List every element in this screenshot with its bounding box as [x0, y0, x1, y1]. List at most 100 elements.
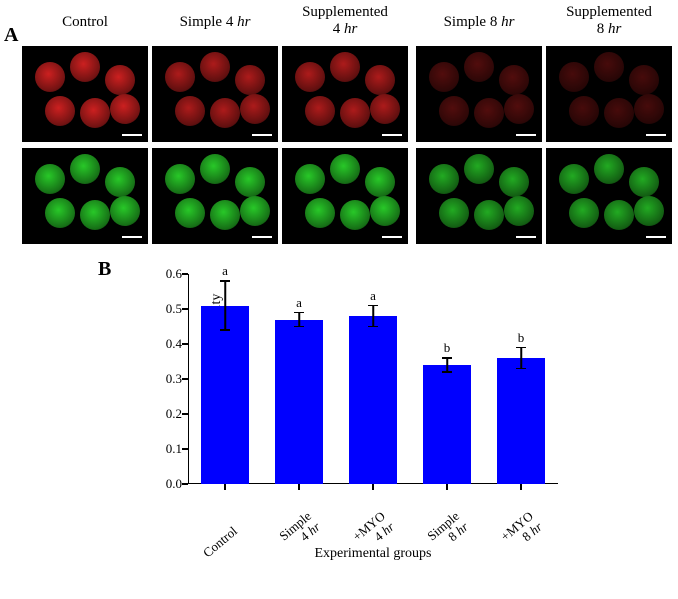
scale-bar — [122, 134, 142, 136]
scale-bar — [516, 236, 536, 238]
oocyte — [210, 98, 240, 128]
error-bar — [298, 313, 300, 327]
scale-bar — [252, 236, 272, 238]
oocyte — [499, 167, 529, 197]
y-tick-label: 0.5 — [154, 301, 182, 317]
scale-bar — [122, 236, 142, 238]
bar-chart: JC1 fluorescent pixel intensity (red/gre… — [188, 274, 558, 484]
y-tick-label: 0.3 — [154, 371, 182, 387]
y-tick — [182, 343, 188, 345]
x-tick — [298, 484, 300, 490]
y-tick-label: 0.4 — [154, 336, 182, 352]
oocyte — [429, 164, 459, 194]
microscopy-image — [282, 46, 408, 142]
oocyte — [35, 164, 65, 194]
oocyte — [305, 198, 335, 228]
oocyte — [165, 164, 195, 194]
oocyte — [80, 200, 110, 230]
x-tick — [372, 484, 374, 490]
oocyte — [629, 167, 659, 197]
oocyte — [365, 167, 395, 197]
oocyte — [235, 167, 265, 197]
figure-root: A ControlSimple 4 hrSupplemented4 hrSimp… — [0, 0, 678, 599]
error-bar — [224, 281, 226, 330]
x-tick-label: Simple4 hr — [244, 509, 324, 582]
microscopy-image — [22, 46, 148, 142]
panel-b-label: B — [98, 258, 111, 281]
oocyte — [45, 198, 75, 228]
significance-letter: a — [201, 263, 249, 279]
significance-letter: b — [497, 330, 545, 346]
error-cap — [368, 326, 378, 328]
oocyte — [305, 96, 335, 126]
oocyte — [200, 52, 230, 82]
bar — [201, 306, 249, 485]
oocyte — [559, 164, 589, 194]
oocyte — [235, 65, 265, 95]
oocyte — [629, 65, 659, 95]
error-bar — [520, 348, 522, 369]
scale-bar — [382, 134, 402, 136]
error-cap — [368, 305, 378, 307]
x-tick-label: Control — [170, 524, 240, 586]
oocyte — [594, 154, 624, 184]
x-tick — [520, 484, 522, 490]
y-tick — [182, 413, 188, 415]
oocyte — [464, 154, 494, 184]
oocyte — [439, 96, 469, 126]
column-header: Supplemented8 hr — [546, 4, 672, 37]
y-tick-label: 0.6 — [154, 266, 182, 282]
bar — [497, 358, 545, 484]
error-cap — [294, 326, 304, 328]
x-tick-label: +MYO8 hr — [466, 509, 546, 582]
oocyte — [474, 200, 504, 230]
oocyte — [504, 94, 534, 124]
oocyte — [474, 98, 504, 128]
scale-bar — [516, 134, 536, 136]
oocyte — [569, 198, 599, 228]
oocyte — [175, 96, 205, 126]
oocyte — [569, 96, 599, 126]
oocyte — [295, 164, 325, 194]
oocyte — [70, 52, 100, 82]
oocyte — [45, 96, 75, 126]
oocyte — [240, 94, 270, 124]
microscopy-image — [152, 46, 278, 142]
oocyte — [594, 52, 624, 82]
oocyte — [499, 65, 529, 95]
oocyte — [70, 154, 100, 184]
y-tick — [182, 308, 188, 310]
oocyte — [464, 52, 494, 82]
oocyte — [634, 94, 664, 124]
oocyte — [604, 200, 634, 230]
oocyte — [370, 94, 400, 124]
microscopy-image — [546, 46, 672, 142]
y-tick-label: 0.2 — [154, 406, 182, 422]
microscopy-image — [152, 148, 278, 244]
error-cap — [442, 357, 452, 359]
oocyte — [210, 200, 240, 230]
y-tick-label: 0.1 — [154, 441, 182, 457]
y-axis — [188, 274, 189, 484]
microscopy-image — [22, 148, 148, 244]
oocyte — [105, 167, 135, 197]
oocyte — [200, 154, 230, 184]
error-cap — [516, 347, 526, 349]
oocyte — [110, 196, 140, 226]
microscopy-image — [416, 46, 542, 142]
oocyte — [559, 62, 589, 92]
oocyte — [165, 62, 195, 92]
scale-bar — [252, 134, 272, 136]
x-tick — [224, 484, 226, 490]
oocyte — [240, 196, 270, 226]
y-tick — [182, 273, 188, 275]
panel-b: B JC1 fluorescent pixel intensity (red/g… — [108, 260, 588, 590]
error-bar — [372, 306, 374, 327]
scale-bar — [646, 236, 666, 238]
error-cap — [516, 368, 526, 370]
oocyte — [439, 198, 469, 228]
column-header: Control — [22, 14, 148, 31]
y-tick — [182, 483, 188, 485]
significance-letter: a — [349, 288, 397, 304]
column-header: Supplemented4 hr — [282, 4, 408, 37]
